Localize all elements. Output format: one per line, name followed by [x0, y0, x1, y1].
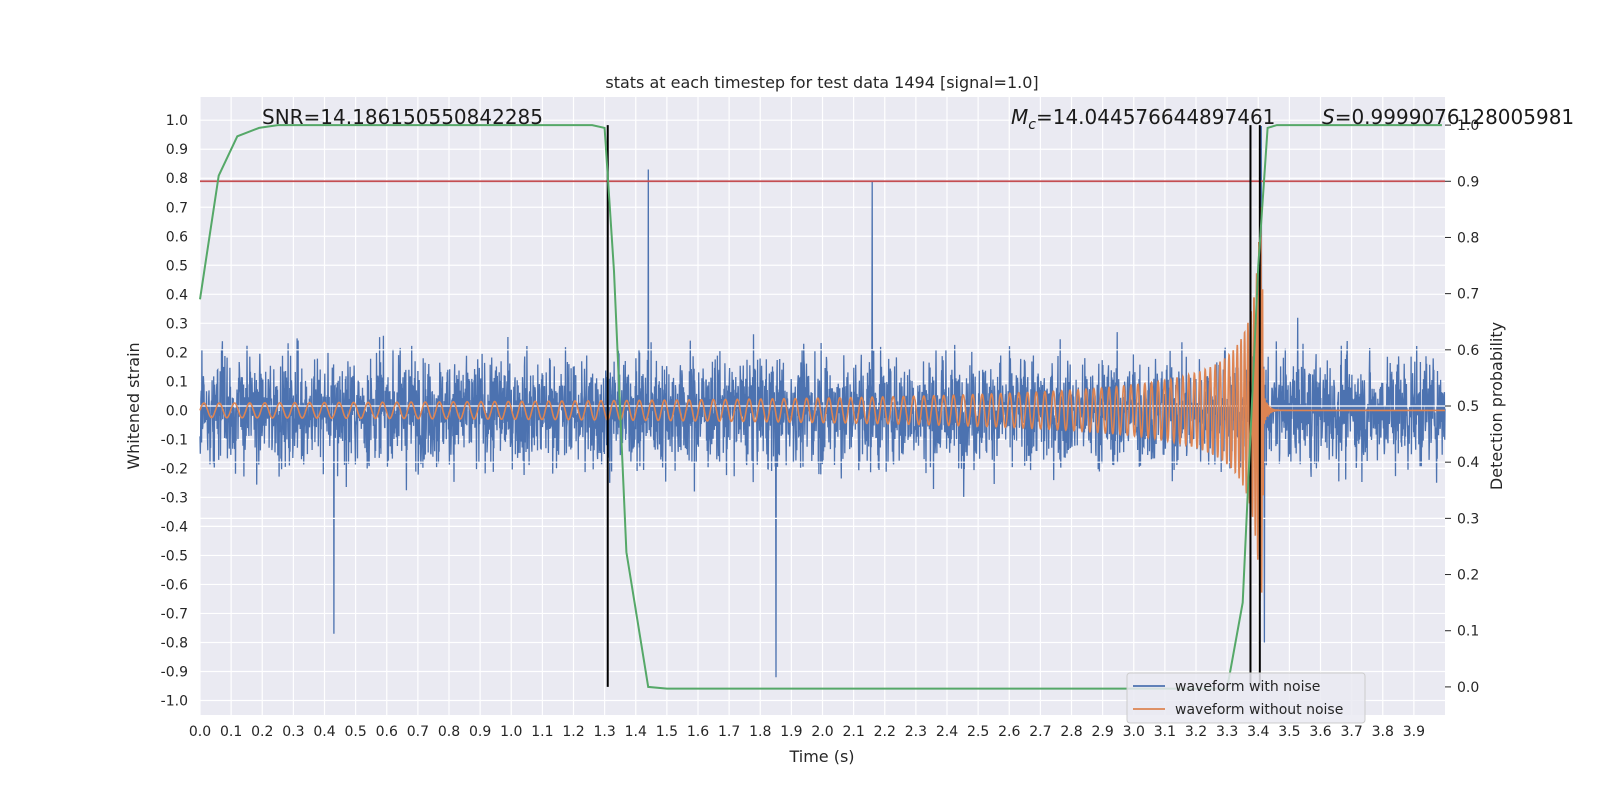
right-y-tick-label: 0.7 [1457, 287, 1479, 303]
y-tick-label: -0.7 [161, 606, 188, 622]
snr-annotation: SNR=14.186150550842285 [262, 105, 543, 129]
right-y-tick-label: 0.3 [1457, 511, 1479, 527]
y-tick-labels: 1.0 0.9 0.8 0.7 0.6 0.5 0.4 0.3 0.2 0.1 0.0 -0.1 -0.… [161, 113, 188, 709]
chirp-mass-subscript: c [1028, 117, 1036, 133]
y-tick-label: -0.5 [161, 548, 188, 564]
y-tick-label: -0.9 [161, 664, 188, 680]
legend-label-clean: waveform without noise [1175, 702, 1343, 718]
x-tick-label: 3.5 [1278, 724, 1300, 740]
x-tick-label: 2.0 [811, 724, 833, 740]
y-tick-label: 1.0 [166, 113, 188, 129]
y-tick-label: 0.5 [166, 258, 188, 274]
score-value: =0.9999076128005981 [1335, 105, 1574, 129]
legend: waveform with noise waveform without noi… [1126, 672, 1366, 724]
x-tick-label: 0.7 [407, 724, 429, 740]
x-tick-label: 1.0 [500, 724, 522, 740]
right-y-tick-label: 0.9 [1457, 174, 1479, 190]
chirp-mass-annotation: Mc=14.044576644897461 [1011, 105, 1275, 133]
series-waveform-without-noise [199, 206, 1445, 601]
chirp-mass-symbol: M [1011, 105, 1028, 129]
y-tick-label: 0.2 [166, 345, 188, 361]
x-tick-label: 2.5 [967, 724, 989, 740]
x-tick-labels: 0.0 0.1 0.2 0.3 0.4 0.5 0.6 0.7 0.8 0.9 1.0 1.1 1.2 1… [189, 724, 1425, 740]
y-tick-label: 0.9 [166, 142, 188, 158]
x-tick-label: 3.7 [1340, 724, 1362, 740]
x-tick-label: 2.3 [905, 724, 927, 740]
y-tick-label: 0.8 [166, 171, 188, 187]
x-tick-label: 0.1 [220, 724, 242, 740]
x-tick-label: 3.3 [1216, 724, 1238, 740]
x-tick-label: 2.6 [998, 724, 1020, 740]
score-annotation: S=0.9999076128005981 [1322, 105, 1574, 129]
series-layer [199, 124, 1446, 690]
y-tick-label: -0.4 [161, 519, 188, 535]
x-tick-label: 3.6 [1309, 724, 1331, 740]
x-tick-label: 3.9 [1403, 724, 1425, 740]
right-y-tick-label: 0.4 [1457, 455, 1479, 471]
right-y-tick-label: 0.6 [1457, 343, 1479, 359]
y-tick-label: -1.0 [161, 693, 188, 709]
x-tick-label: 0.3 [282, 724, 304, 740]
x-tick-label: 1.5 [656, 724, 678, 740]
y-tick-label: 0.4 [166, 287, 188, 303]
right-y-tick-label: 0.1 [1457, 624, 1479, 640]
x-tick-label: 3.8 [1372, 724, 1394, 740]
y-tick-label: -0.6 [161, 577, 188, 593]
x-tick-label: 0.4 [313, 724, 335, 740]
x-tick-label: 2.4 [936, 724, 958, 740]
y-tick-label: -0.1 [161, 432, 188, 448]
x-tick-label: 1.7 [718, 724, 740, 740]
legend-label-noise: waveform with noise [1175, 679, 1320, 695]
series-detection-probability [199, 124, 1442, 690]
y-tick-label: 0.7 [166, 200, 188, 216]
x-tick-label: 2.1 [842, 724, 864, 740]
y-tick-label: -0.8 [161, 635, 188, 651]
chirp-mass-value: =14.044576644897461 [1036, 105, 1275, 129]
x-tick-label: 0.0 [189, 724, 211, 740]
chart-title: stats at each timestep for test data 149… [605, 73, 1038, 92]
y-tick-label: 0.6 [166, 229, 188, 245]
x-tick-label: 3.2 [1185, 724, 1207, 740]
y-tick-label: 0.1 [166, 374, 188, 390]
right-y-tick-label: 0.8 [1457, 230, 1479, 246]
y-tick-label: -0.2 [161, 461, 188, 477]
x-tick-label: 1.9 [780, 724, 802, 740]
x-tick-label: 3.0 [1123, 724, 1145, 740]
y-tick-label: 0.0 [166, 403, 188, 419]
x-tick-label: 0.8 [438, 724, 460, 740]
x-tick-label: 1.2 [562, 724, 584, 740]
x-tick-label: 0.2 [251, 724, 273, 740]
x-tick-label: 3.4 [1247, 724, 1269, 740]
right-y-tick-labels: 1.0 0.9 0.8 0.7 0.6 0.5 0.4 0.3 0.2 0.1 0.0 [1457, 118, 1479, 696]
x-tick-label: 1.8 [749, 724, 771, 740]
x-tick-label: 1.4 [625, 724, 647, 740]
right-y-tick-label: 1.0 [1457, 118, 1479, 134]
x-tick-label: 0.9 [469, 724, 491, 740]
x-tick-label: 0.5 [344, 724, 366, 740]
legend-box [1126, 672, 1366, 724]
y-tick-label: 0.3 [166, 316, 188, 332]
right-y-axis-label: Detection probability [1487, 322, 1506, 490]
x-tick-label: 2.9 [1091, 724, 1113, 740]
x-tick-label: 1.3 [593, 724, 615, 740]
series-waveform-with-noise [199, 125, 1446, 678]
x-tick-label: 2.7 [1029, 724, 1051, 740]
right-y-tick-label: 0.0 [1457, 680, 1479, 696]
x-tick-label: 3.1 [1154, 724, 1176, 740]
score-symbol: S [1322, 105, 1335, 129]
x-tick-label: 2.2 [874, 724, 896, 740]
x-tick-label: 1.1 [531, 724, 553, 740]
x-tick-label: 2.8 [1060, 724, 1082, 740]
right-y-tick-label: 0.2 [1457, 568, 1479, 584]
x-axis-label: Time (s) [788, 747, 854, 766]
x-tick-label: 0.6 [376, 724, 398, 740]
y-axis-label: Whitened strain [124, 342, 143, 469]
right-y-tick-label: 0.5 [1457, 399, 1479, 415]
right-axis-grid [1445, 124, 1451, 688]
x-tick-label: 1.6 [687, 724, 709, 740]
y-tick-label: -0.3 [161, 490, 188, 506]
